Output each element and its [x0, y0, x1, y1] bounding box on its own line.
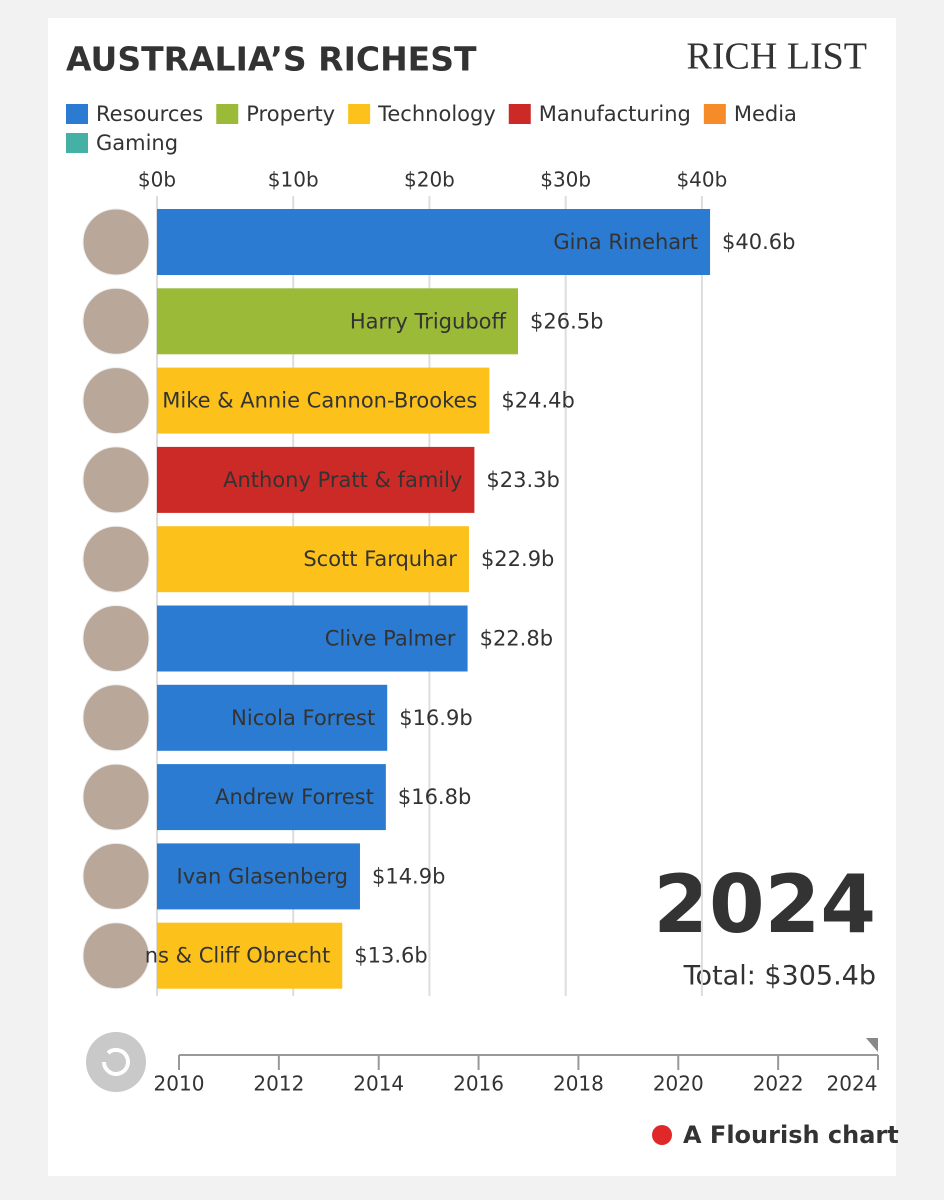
value-label: $22.8b: [480, 627, 553, 651]
x-tick-label: $10b: [268, 168, 319, 192]
legend-label: Resources: [96, 102, 203, 126]
timeline-label: 2012: [253, 1072, 304, 1096]
legend-swatch: [216, 104, 239, 124]
bar-name: Scott Farquhar: [303, 547, 457, 571]
bar: [157, 446, 475, 513]
replay-icon: [102, 1047, 130, 1076]
avatar: [82, 684, 150, 752]
timeline-label: 2022: [753, 1072, 804, 1096]
bar: [157, 684, 388, 751]
total-label: Total: $305.4b: [683, 961, 876, 992]
avatar: [82, 605, 150, 672]
avatar: [82, 525, 150, 593]
bar-name: ns & Cliff Obrecht: [145, 944, 331, 968]
avatar: [82, 287, 150, 355]
bar: [157, 367, 490, 434]
avatar: [82, 367, 150, 435]
legend-label: Gaming: [96, 131, 178, 155]
value-label: $16.8b: [398, 785, 471, 809]
x-tick-label: $40b: [676, 168, 727, 192]
timeline-label: 2014: [353, 1072, 404, 1096]
legend-label: Property: [246, 102, 335, 126]
credit: A Flourish chart: [683, 1121, 899, 1149]
legend-swatch: [66, 133, 88, 153]
legend-label: Media: [734, 102, 797, 126]
chart-title: AUSTRALIA’S RICHEST: [66, 40, 477, 79]
replay-button[interactable]: [86, 1032, 146, 1092]
year-label: 2024: [653, 858, 876, 951]
bar: [157, 764, 386, 831]
bar-name: Clive Palmer: [325, 627, 456, 651]
bar-name: Mike & Annie Cannon-Brookes: [162, 389, 477, 413]
value-label: $23.3b: [486, 468, 559, 492]
logo: RICH LIST: [687, 36, 868, 78]
card: [48, 18, 896, 1176]
avatar: [82, 922, 150, 990]
x-tick-label: $30b: [540, 168, 591, 192]
x-tick-label: $20b: [404, 168, 455, 192]
bar: [157, 922, 343, 989]
timeline-label: 2010: [154, 1072, 205, 1096]
x-tick-label: $0b: [138, 168, 176, 192]
slider-handle[interactable]: [866, 1038, 878, 1052]
legend-label: Manufacturing: [539, 102, 691, 126]
bar: [157, 209, 711, 275]
flourish-icon: [652, 1125, 672, 1145]
avatar: [82, 763, 150, 831]
timeline-label: 2024: [827, 1072, 878, 1096]
timeline-label: 2016: [453, 1072, 504, 1096]
value-label: $24.4b: [501, 389, 574, 413]
legend-swatch: [66, 104, 88, 124]
bar-name: Anthony Pratt & family: [223, 468, 462, 492]
timeline-label: 2020: [653, 1072, 704, 1096]
bar-name: Ivan Glasenberg: [177, 864, 348, 888]
legend-swatch: [508, 104, 531, 124]
avatar: [82, 208, 150, 276]
legend-label: Technology: [377, 102, 496, 126]
value-label: $26.5b: [530, 309, 603, 333]
bar-name: Gina Rinehart: [553, 230, 698, 254]
bar-name: Nicola Forrest: [231, 706, 375, 730]
bar-name: Andrew Forrest: [215, 785, 374, 809]
bar: [157, 843, 360, 910]
value-label: $14.9b: [372, 864, 445, 888]
avatar: [82, 842, 150, 910]
value-label: $16.9b: [399, 706, 472, 730]
legend-swatch: [703, 104, 726, 124]
value-label: $22.9b: [481, 547, 554, 571]
bar: [157, 526, 469, 593]
bar: [157, 288, 518, 355]
legend-swatch: [348, 104, 371, 124]
value-label: $40.6b: [722, 230, 795, 254]
value-label: $13.6b: [354, 944, 427, 968]
bar: [157, 605, 468, 672]
bar-name: Harry Triguboff: [350, 309, 507, 333]
avatar: [82, 446, 150, 514]
timeline-label: 2018: [553, 1072, 604, 1096]
